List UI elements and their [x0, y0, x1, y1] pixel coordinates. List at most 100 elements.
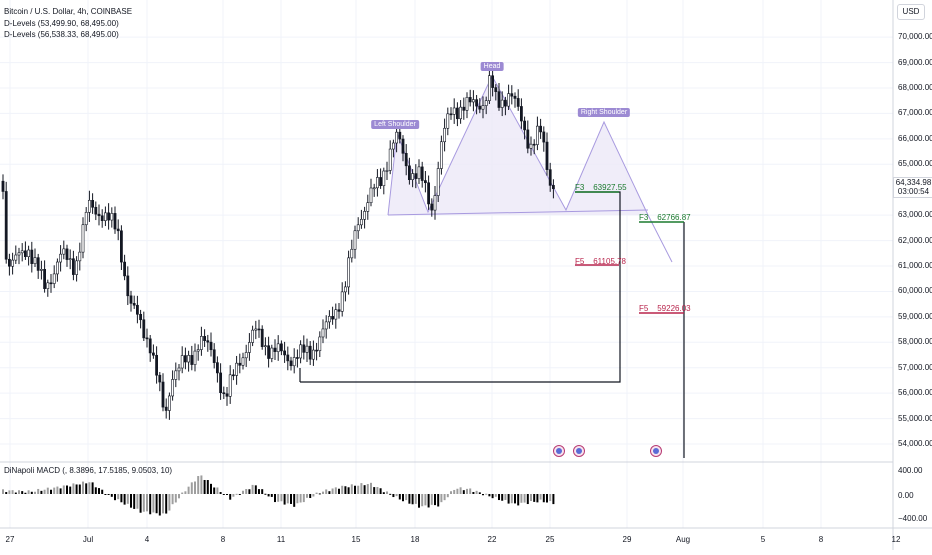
time-axis-label: 8 — [818, 535, 824, 544]
macd-bar — [456, 488, 459, 494]
macd-bar — [536, 494, 539, 503]
macd-bar — [274, 494, 276, 503]
macd-bar — [402, 494, 404, 502]
indicator-legend-1[interactable]: D-Levels (53,499.90, 68,495.00) — [4, 18, 119, 29]
macd-bar — [152, 494, 155, 513]
candle-body — [180, 355, 184, 369]
left-shoulder-tag[interactable]: Left Shoulder — [371, 120, 419, 129]
macd-bar — [146, 494, 148, 512]
candle-body — [353, 230, 357, 250]
candle-body — [503, 99, 507, 107]
candle-body — [388, 148, 392, 171]
candle-body — [43, 268, 47, 289]
head-and-shoulders-pattern — [387, 74, 673, 263]
macd-bar — [30, 491, 33, 494]
macd-bar — [328, 491, 331, 494]
candle-body — [283, 350, 287, 356]
candle-body — [260, 328, 264, 347]
macd-bar — [62, 485, 65, 494]
candle-body — [161, 381, 165, 408]
macd-bar — [450, 491, 452, 494]
macd-bar — [414, 494, 417, 504]
macd-bar — [306, 494, 308, 498]
macd-legend[interactable]: DiNapoli MACD (, 8.3896, 17.5185, 9.0503… — [4, 465, 172, 476]
candle-body — [142, 319, 146, 339]
macd-bar — [78, 484, 81, 494]
event-icon[interactable] — [573, 445, 585, 457]
price-axis-label: 58,000.00 — [898, 337, 932, 347]
macd-bar — [117, 494, 120, 500]
candle-body — [171, 379, 175, 397]
candle-body — [382, 170, 386, 187]
candle-body — [152, 352, 155, 356]
candle-body — [292, 357, 296, 367]
event-icon[interactable] — [553, 445, 565, 457]
candle-body — [184, 355, 187, 363]
currency-button[interactable]: USD — [897, 4, 925, 20]
macd-bar — [296, 494, 299, 504]
price-axis-label: 57,000.00 — [898, 362, 932, 372]
macd-bar — [318, 493, 321, 495]
macd-bar — [494, 494, 497, 497]
candle-body — [491, 75, 495, 88]
macd-bar — [184, 491, 187, 494]
macd-bar — [130, 494, 132, 508]
candle-body — [139, 313, 143, 321]
price-axis-label: 67,000.00 — [898, 108, 932, 118]
indicator-legend-2[interactable]: D-Levels (56,538.33, 68,495.00) — [4, 29, 119, 40]
macd-bar — [171, 494, 174, 505]
candle-body — [455, 107, 459, 120]
event-icon[interactable] — [650, 445, 662, 457]
right-shoulder-tag[interactable]: Right Shoulder — [577, 108, 631, 117]
candlesticks — [1, 66, 555, 420]
head-tag[interactable]: Head — [480, 62, 504, 71]
candle-body — [523, 120, 527, 131]
candle-body — [132, 303, 136, 306]
price-axis-label: 56,000.00 — [898, 388, 932, 398]
candle-body — [244, 352, 248, 359]
symbol-legend[interactable]: Bitcoin / U.S. Dollar, 4h, COINBASE — [4, 6, 132, 17]
candle-body — [276, 343, 280, 352]
macd-bar — [510, 494, 513, 504]
macd-bar — [411, 494, 414, 505]
macd-bar — [462, 490, 465, 494]
macd-bar — [280, 494, 283, 502]
macd-bar — [283, 494, 286, 505]
macd-bar — [443, 494, 446, 501]
candle-body — [219, 372, 223, 394]
macd-bar — [395, 494, 398, 497]
macd-bar — [232, 494, 235, 497]
candle-body — [369, 187, 373, 204]
candle-body — [407, 165, 411, 181]
candle-body — [14, 254, 18, 261]
macd-bar — [34, 491, 36, 494]
candle-body — [254, 328, 258, 331]
candle-body — [62, 248, 66, 255]
macd-bar — [110, 494, 113, 497]
candle-body — [203, 336, 207, 341]
candle-body — [385, 170, 389, 172]
candle-body — [510, 93, 514, 97]
candle-body — [548, 169, 552, 186]
price-axis-label: 65,000.00 — [898, 159, 932, 169]
time-axis-label: 25 — [545, 535, 555, 544]
macd-bar — [107, 494, 110, 495]
price-axis-label: 68,000.00 — [898, 83, 932, 92]
candle-body — [49, 282, 53, 285]
candle-body — [443, 127, 447, 143]
candle-body — [52, 273, 56, 284]
price-axis-label: 54,000.00 — [898, 439, 932, 449]
time-axis-label: 29 — [622, 535, 632, 544]
candle-body — [17, 252, 21, 256]
candle-body — [519, 106, 523, 122]
macd-bar — [526, 494, 529, 505]
price-axis-label: 59,000.00 — [898, 311, 932, 321]
candle-body — [235, 362, 239, 376]
candle-body — [55, 261, 59, 275]
macd-bar — [24, 492, 27, 494]
macd-bar — [229, 494, 232, 500]
macd-bar — [293, 494, 296, 507]
candle-body — [363, 211, 367, 220]
